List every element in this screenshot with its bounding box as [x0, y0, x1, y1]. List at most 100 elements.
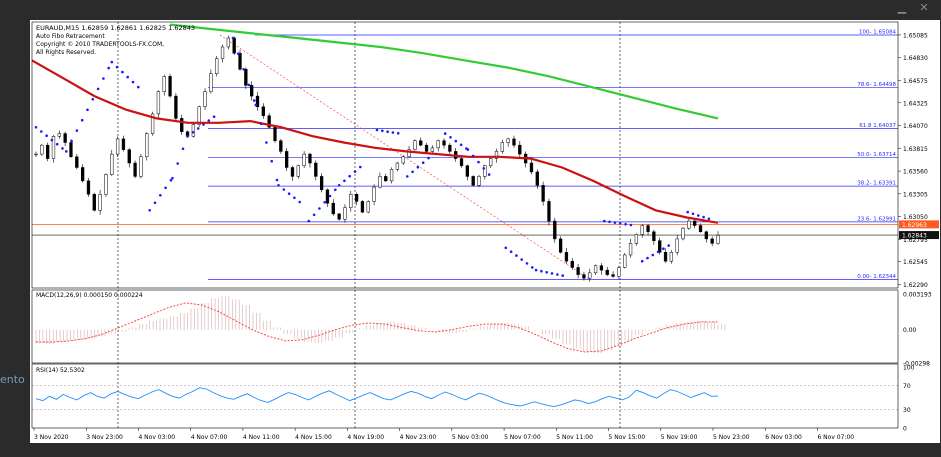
x-tick-label-7: 4 Nov 23:00 — [400, 434, 437, 441]
candle-body — [570, 260, 574, 268]
candle-body — [681, 227, 685, 240]
psar-dot-9 — [662, 247, 665, 250]
candle-body — [419, 140, 423, 146]
psar-dot-6 — [449, 136, 452, 139]
rights-text: All Rights Reserved. — [36, 49, 96, 56]
candle-body — [389, 169, 394, 182]
candle-body — [314, 162, 318, 177]
price-label-0: 1.62963 — [902, 222, 927, 229]
psar-dot-2 — [265, 141, 268, 144]
macd-panel: MACD(12,26,9) 0.000150 0.000224 0.003193 0… — [35, 292, 932, 368]
psar-dot-7 — [550, 272, 554, 275]
candle-body — [360, 201, 365, 213]
psar-dot-10 — [707, 217, 711, 221]
x-tick-label-13: 5 Nov 23:00 — [713, 434, 750, 441]
candle-body — [302, 153, 306, 166]
macd-y-label-0: 0.003193 — [903, 292, 932, 299]
psar-dot-1 — [212, 115, 216, 118]
macd-signal-line — [36, 302, 718, 353]
window-top-bar: ▁ ✕ — [0, 0, 941, 20]
psar-dot-7 — [545, 271, 548, 274]
candle-body — [209, 73, 213, 92]
candle-body — [436, 140, 440, 149]
candle-body — [308, 153, 312, 164]
psar-dot-0 — [96, 87, 100, 91]
candles — [34, 35, 720, 282]
main-panel-border — [31, 21, 899, 289]
rsi-y-label-0: 100 — [903, 365, 915, 372]
psar-dot-8 — [608, 220, 611, 224]
psar-dot-0 — [75, 129, 79, 132]
candle-body — [541, 185, 545, 202]
candle-body — [407, 149, 411, 158]
rsi-title: RSI(14) 52.5302 — [36, 367, 85, 374]
x-tick-label-2: 4 Nov 03:00 — [138, 434, 175, 441]
candle-body — [80, 167, 85, 182]
rsi-y-label-2: 30 — [903, 407, 911, 414]
candle-body — [255, 95, 260, 108]
psar-dot-7 — [534, 268, 538, 272]
psar-dot-3 — [307, 219, 311, 223]
candle-body — [424, 144, 429, 152]
psar-dot-7 — [540, 269, 543, 273]
psar-dot-7 — [561, 274, 564, 277]
psar-dot-0 — [107, 66, 110, 70]
candle-body — [273, 127, 277, 141]
psar-dot-7 — [525, 262, 529, 265]
candle-body — [483, 165, 487, 177]
candle-body — [92, 194, 96, 211]
psar-dot-2 — [259, 122, 263, 125]
psar-dot-0 — [61, 147, 64, 150]
candle-body — [547, 201, 551, 222]
candle-body — [203, 91, 207, 108]
x-tick-label-15: 6 Nov 07:00 — [817, 434, 854, 441]
candle-body — [512, 138, 516, 146]
candle-body — [156, 91, 161, 115]
psar-dot-0 — [40, 130, 43, 133]
psar-dot-6 — [466, 148, 470, 151]
candle-body — [395, 162, 400, 170]
psar-dot-5 — [416, 165, 420, 169]
candle-body — [401, 156, 405, 164]
candle-body — [623, 254, 627, 268]
candle-body — [465, 165, 470, 177]
psar-dot-0 — [115, 65, 119, 69]
psar-dot-8 — [613, 221, 617, 224]
candle-body — [698, 225, 703, 233]
chart-window[interactable]: 100- 1.65084 78.6- 1.64498 61.8 1.64037 50.… — [30, 20, 940, 443]
x-tick-label-10: 5 Nov 11:00 — [556, 434, 593, 441]
parabolic-sar — [34, 36, 711, 277]
y-tick-label-5: 1.63815 — [903, 146, 928, 153]
candle-body — [40, 144, 44, 155]
psar-dot-6 — [443, 132, 447, 135]
psar-dot-2 — [270, 159, 273, 163]
chart-svg[interactable]: 100- 1.65084 78.6- 1.64498 61.8 1.64037 50.… — [30, 20, 940, 443]
psar-dot-0 — [45, 134, 48, 137]
candle-body — [687, 220, 691, 229]
psar-dot-2 — [277, 184, 280, 187]
candle-body — [442, 140, 446, 146]
candle-body — [75, 156, 79, 168]
candle-body — [558, 238, 563, 253]
minimize-icon[interactable]: ▁ — [897, 1, 907, 14]
candle-body — [319, 176, 324, 191]
fibo-label-2: 61.8 1.64037 — [859, 123, 896, 129]
psar-dot-10 — [697, 214, 700, 217]
candle-body — [669, 252, 674, 262]
candle-body — [343, 207, 347, 220]
macd-title: MACD(12,26,9) 0.000150 0.000224 — [36, 292, 143, 299]
candle-body — [459, 158, 464, 166]
candle-body — [197, 106, 201, 125]
candle-body — [349, 194, 353, 208]
rsi-panel-border — [31, 363, 899, 429]
close-icon[interactable]: ✕ — [919, 1, 929, 14]
candle-body — [518, 144, 522, 155]
psar-dot-2 — [237, 52, 240, 55]
candle-body — [180, 118, 184, 133]
candle-body — [238, 52, 242, 70]
candle-body — [576, 267, 580, 275]
psar-dot-4 — [391, 131, 395, 134]
candle-body — [110, 153, 114, 175]
candle-body — [500, 142, 504, 152]
psar-dot-9 — [656, 250, 660, 254]
